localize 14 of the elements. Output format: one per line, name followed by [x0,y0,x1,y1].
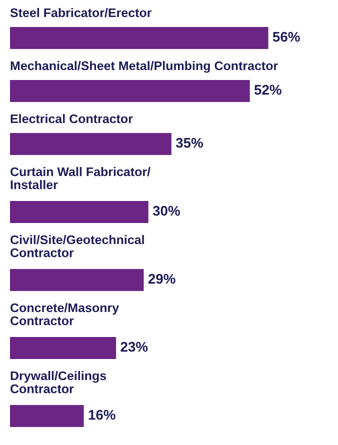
data-label: 30% [152,206,180,216]
y-tick-label: Mechanical/Sheet Metal/Plumbing Contractor [10,61,278,73]
data-label: 16% [88,410,116,420]
y-tick-label: Concrete/Masonry Contractor [10,303,119,326]
data-label: 23% [120,342,148,352]
y-tick-label: Curtain Wall Fabricator/ Installer [10,167,150,190]
data-label: 29% [148,274,176,284]
data-label: 56% [272,32,300,42]
data-label: 35% [176,138,204,148]
data-label: 52% [254,84,282,95]
y-tick-label: Civil/Site/Geotechnical Contractor [10,235,144,258]
y-tick-label: Steel Fabricator/Erector [10,8,152,18]
y-tick-label: Drywall/Ceilings Contractor [10,371,106,394]
y-tick-label: Electrical Contractor [10,114,133,124]
